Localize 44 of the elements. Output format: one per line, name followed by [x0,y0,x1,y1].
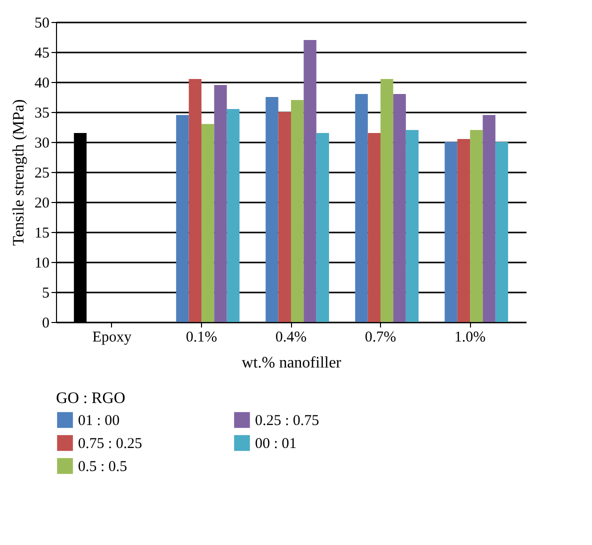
y-tick-label: 35 [34,106,50,122]
bar [368,133,381,322]
bar [457,139,470,322]
bar [393,94,406,322]
bar [201,124,214,322]
y-tick-label: 0 [42,316,50,332]
legend-label: 00 : 01 [255,436,297,452]
legend-label: 0.5 : 0.5 [78,459,128,475]
bar [482,115,496,322]
bar [188,79,202,322]
bar [470,130,483,322]
legend-label: 0.75 : 0.25 [78,436,142,452]
x-tick-label: 0.7% [364,330,396,346]
bar [214,85,227,322]
legend-title: GO : RGO [56,390,126,407]
y-tick-label: 30 [34,136,50,152]
legend-label: 01 : 00 [78,413,120,429]
bar [316,133,330,322]
y-tick-label: 25 [34,166,50,182]
bar [266,97,278,322]
legend-label: 0.25 : 0.75 [255,413,320,429]
x-tick-label: 1.0% [454,330,486,346]
x-axis-title: wt.% nanofiller [242,354,342,372]
bar [495,142,508,322]
y-tick-label: 40 [34,76,50,92]
x-tick-label: Epoxy [92,330,132,346]
y-tick-label: 50 [34,16,50,32]
bar [176,115,189,322]
bar [304,40,316,322]
x-tick-label: 0.4% [275,330,307,346]
y-tick-label: 20 [34,196,50,212]
bar [278,112,291,322]
bar [444,142,458,322]
y-tick-label: 45 [34,46,50,62]
y-axis-title: Tensile strength (MPa) [10,99,28,246]
x-tick-label: 0.1% [186,330,218,346]
y-tick-label: 10 [34,256,50,272]
y-tick-label: 5 [42,286,50,302]
bar [291,100,304,322]
bar [226,109,240,322]
bar [406,130,419,322]
bar [355,94,368,322]
y-tick-label: 15 [34,226,50,242]
bar [380,79,394,322]
